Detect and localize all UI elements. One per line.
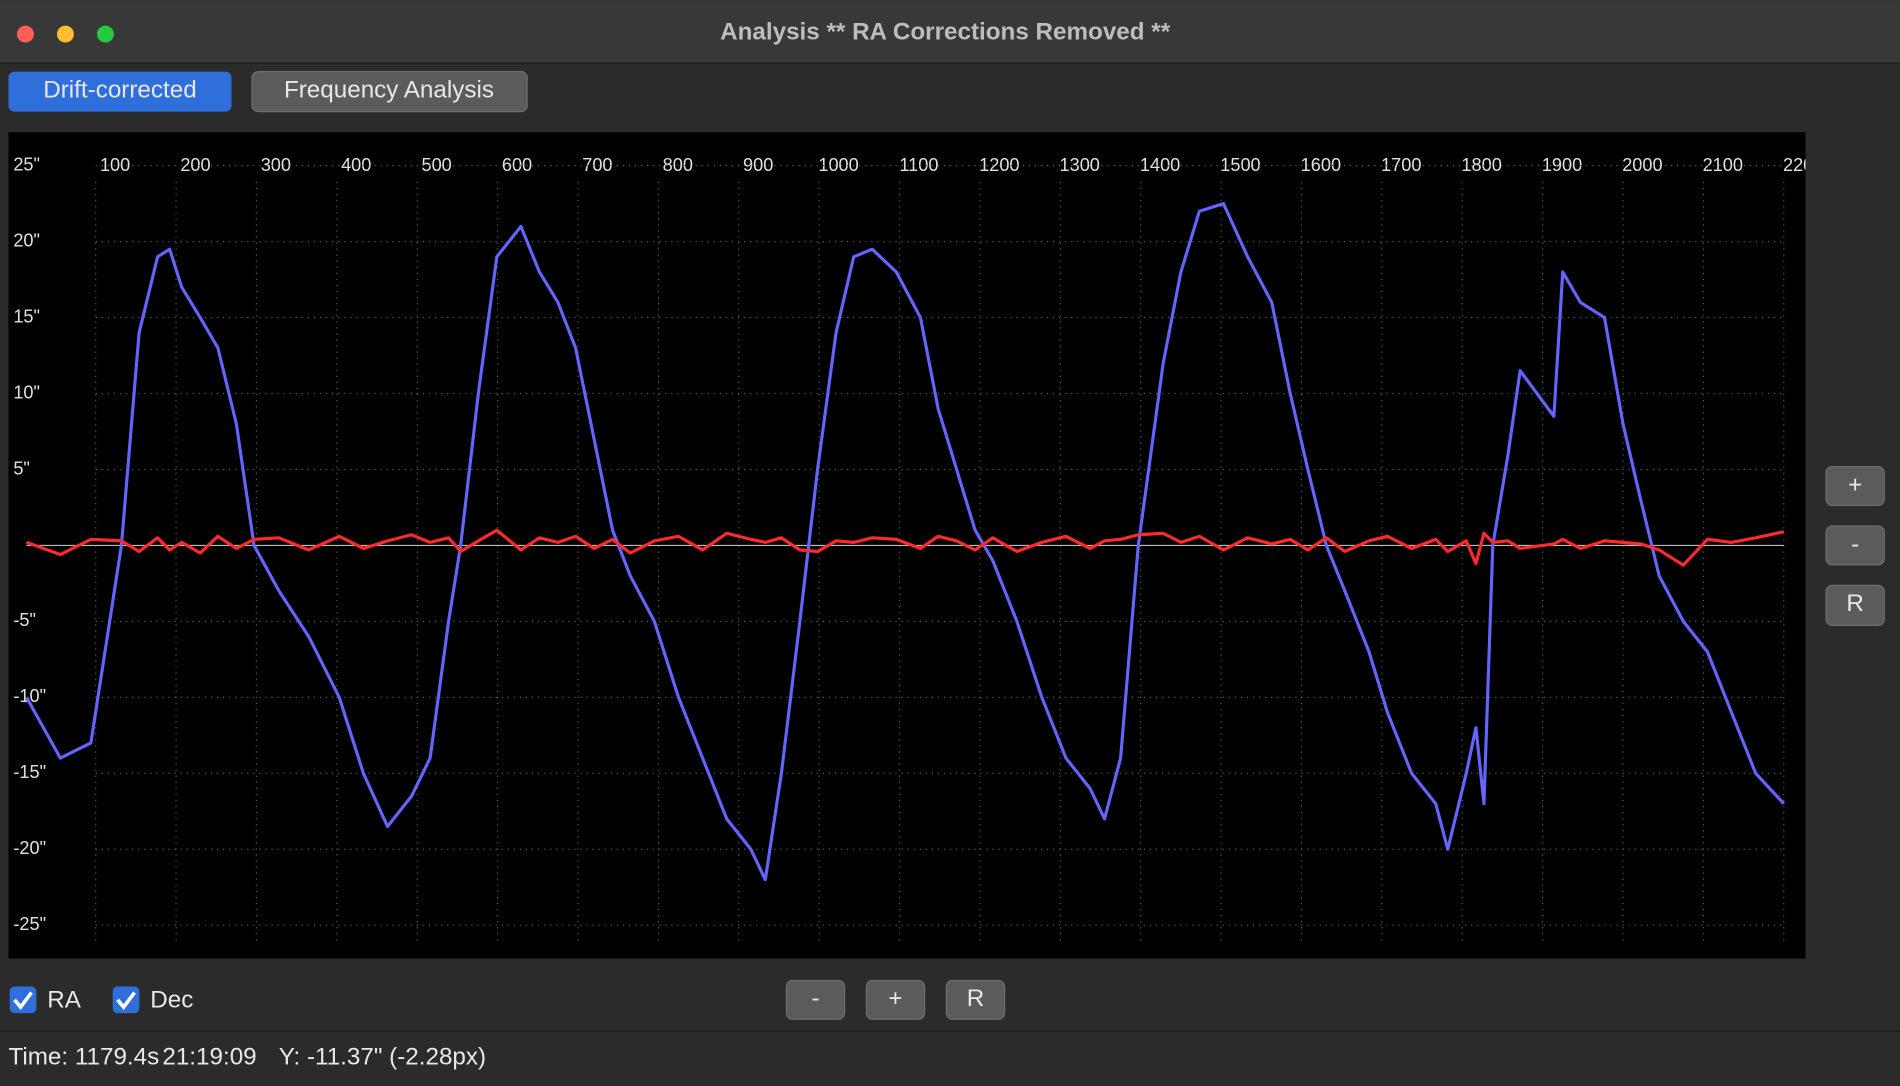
x-tick-label: 1900	[1542, 155, 1582, 175]
checkmark	[13, 991, 33, 1011]
x-tick-label: 1100	[899, 155, 938, 175]
checkbox-label[interactable]: RA	[47, 986, 81, 1013]
x-tick-label: 1300	[1060, 155, 1100, 175]
series-line	[26, 528, 1785, 567]
y-tick-label: -5"	[13, 610, 36, 630]
x-tick-label: 200	[180, 155, 210, 175]
zoom-x-out[interactable]	[785, 979, 846, 1020]
title-bar	[0, 0, 1900, 64]
x-tick-label: 400	[341, 155, 371, 175]
status-clock: 21:19:09	[162, 1043, 256, 1070]
x-tick-label: 100	[100, 155, 130, 175]
x-tick-label: 300	[261, 155, 291, 175]
checkbox-label[interactable]: Dec	[150, 986, 193, 1013]
minimize-button[interactable]	[56, 25, 74, 43]
reset-y[interactable]	[1825, 584, 1885, 627]
x-tick-label: 600	[502, 155, 532, 175]
x-tick-label: 1200	[979, 155, 1019, 175]
zoom-y-in[interactable]	[1825, 466, 1885, 507]
checkmark	[116, 991, 136, 1011]
y-tick-label: -15"	[13, 762, 46, 782]
y-tick-label: 25"	[13, 154, 40, 174]
button-label[interactable]: R	[1846, 590, 1864, 617]
y-tick-label: 15"	[13, 306, 40, 326]
zoom-y-out[interactable]	[1825, 525, 1885, 566]
x-tick-label: 500	[421, 155, 451, 175]
y-tick-label: -20"	[13, 838, 46, 858]
status-y: Y: -11.37" (-2.28px)	[279, 1043, 486, 1070]
x-tick-label: 700	[582, 155, 612, 175]
x-tick-label: 1000	[818, 155, 858, 175]
button-label[interactable]: +	[888, 985, 902, 1012]
status-time: Time: 1179.4s	[8, 1043, 159, 1070]
x-tick-label: 2100	[1703, 155, 1743, 175]
y-tick-label: 5"	[13, 458, 30, 478]
zoom-x-in[interactable]	[865, 979, 926, 1020]
checkbox[interactable]	[112, 986, 140, 1014]
tab[interactable]	[251, 71, 528, 113]
x-tick-label: 900	[743, 155, 773, 175]
y-tick-label: 10"	[13, 382, 40, 402]
tab-label[interactable]: Drift-corrected	[43, 76, 196, 103]
zoom-button[interactable]	[96, 25, 114, 43]
checkbox[interactable]	[9, 986, 37, 1014]
x-tick-label: 1800	[1461, 155, 1501, 175]
close-button[interactable]	[16, 25, 34, 43]
plot: 100 200 300 400 500 600 700 800 900 1000 1100 1200 1…	[13, 154, 1823, 941]
button-label[interactable]: +	[1848, 471, 1862, 498]
x-tick-label: 2000	[1622, 155, 1662, 175]
x-tick-label: 1700	[1381, 155, 1421, 175]
button-label[interactable]: R	[967, 985, 985, 1012]
y-tick-label: -25"	[13, 914, 46, 934]
tab[interactable]	[8, 71, 232, 112]
x-tick-label: 800	[663, 155, 693, 175]
tab-label[interactable]: Frequency Analysis	[284, 76, 494, 103]
series-line	[25, 202, 1785, 882]
x-tick-label: 2200	[1783, 155, 1823, 175]
y-tick-label: 20"	[13, 230, 40, 250]
x-tick-label: 1500	[1220, 155, 1260, 175]
x-tick-label: 1400	[1140, 155, 1180, 175]
x-tick-label: 1600	[1301, 155, 1341, 175]
button-label[interactable]: -	[1851, 531, 1859, 558]
window-title: Analysis ** RA Corrections Removed **	[720, 18, 1171, 45]
reset-x[interactable]	[945, 979, 1006, 1020]
y-tick-label: -10"	[13, 686, 46, 706]
button-label[interactable]: -	[811, 985, 819, 1012]
